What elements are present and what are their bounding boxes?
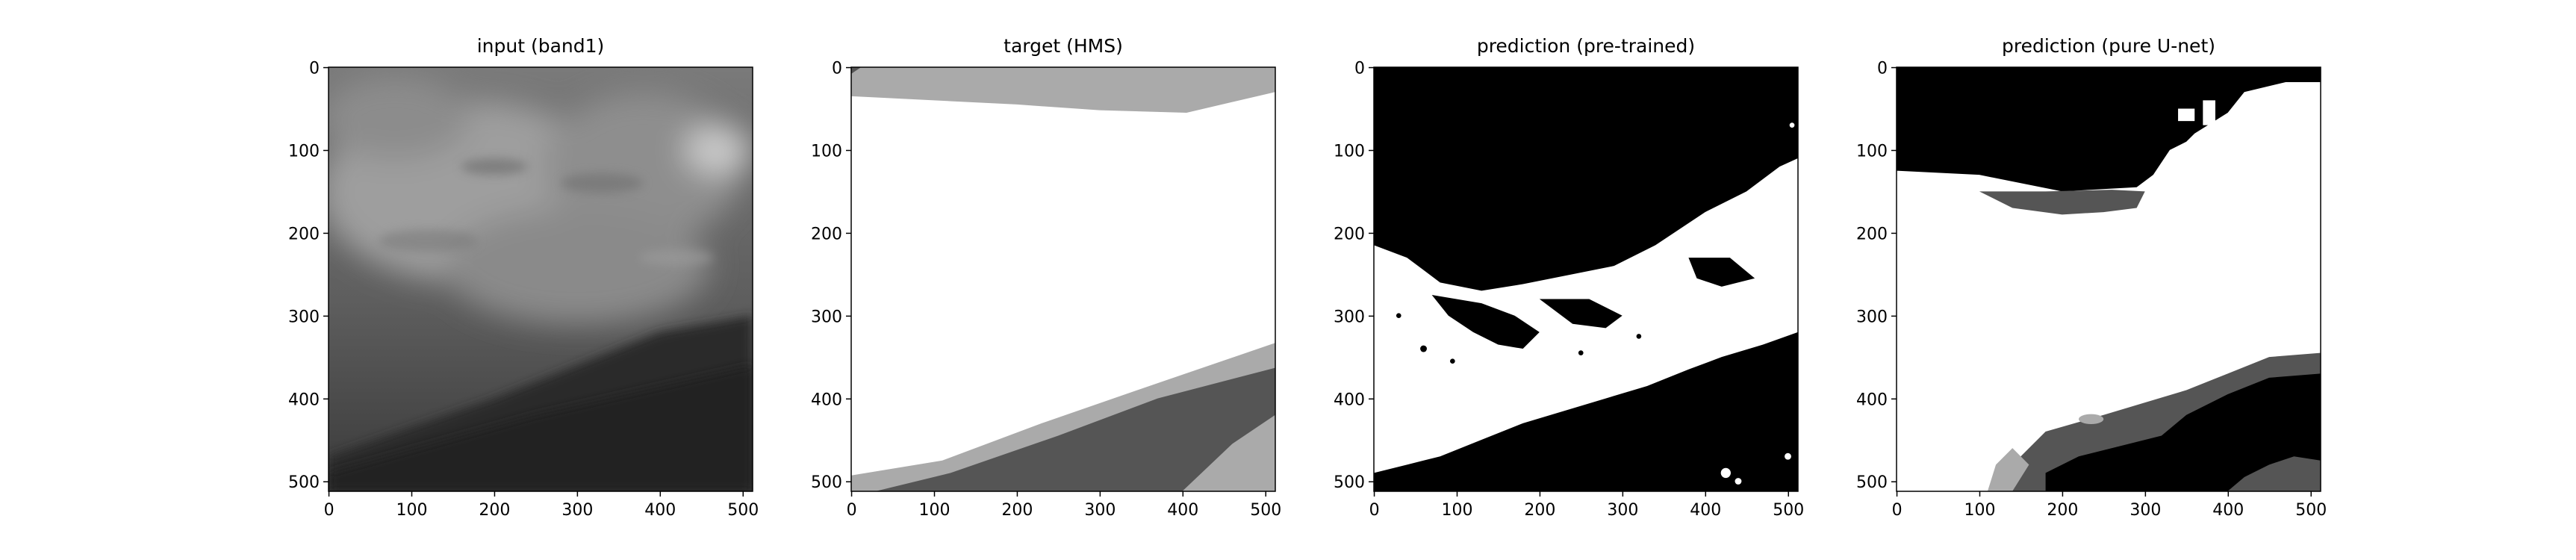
y-tick-label: 100	[1334, 142, 1365, 161]
y-axis: 0 100 200 300 400 500	[288, 60, 329, 492]
y-tick-label: 200	[1856, 225, 1888, 243]
x-tick-label: 200	[2047, 501, 2078, 520]
x-tick-label: 500	[1773, 501, 1804, 520]
y-axis: 0 100 200 300 400 500	[1334, 60, 1374, 492]
x-tick-label: 0	[324, 501, 335, 520]
y-tick-label: 0	[1354, 60, 1365, 78]
x-axis: 0 100 200 300 400 500	[324, 491, 759, 520]
x-tick-label: 200	[479, 501, 510, 520]
x-tick-label: 300	[1607, 501, 1638, 520]
x-tick-label: 100	[396, 501, 427, 520]
x-tick-label: 500	[1250, 501, 1281, 520]
lower-black-region	[2045, 373, 2321, 491]
x-tick-label: 200	[1524, 501, 1555, 520]
panel-target-hms: target (HMS) 0 100 200 300 400 500 0 100 200 300…	[811, 35, 1281, 520]
y-tick-label: 100	[288, 142, 320, 161]
panel-title: prediction (pre-trained)	[1477, 35, 1695, 57]
y-tick-label: 500	[1856, 473, 1888, 492]
y-tick-label: 200	[811, 225, 842, 243]
x-axis: 0 100 200 300 400 500	[1369, 491, 1804, 520]
y-tick-label: 0	[832, 60, 842, 78]
y-tick-label: 100	[1856, 142, 1888, 161]
lower-light-gray-region	[1987, 448, 2029, 491]
x-tick-label: 400	[644, 501, 676, 520]
x-tick-label: 300	[561, 501, 593, 520]
x-tick-label: 300	[2129, 501, 2161, 520]
y-tick-label: 200	[1334, 225, 1365, 243]
x-tick-label: 400	[1690, 501, 1721, 520]
y-axis: 0 100 200 300 400 500	[811, 60, 851, 492]
x-tick-label: 400	[2212, 501, 2244, 520]
x-tick-label: 200	[1001, 501, 1033, 520]
x-tick-label: 0	[1892, 501, 1903, 520]
y-tick-label: 300	[811, 308, 842, 326]
y-tick-label: 400	[1334, 391, 1365, 409]
plot-frame	[1896, 66, 2321, 492]
hms-mask-image	[851, 67, 1275, 491]
y-tick-label: 200	[288, 225, 320, 243]
x-tick-label: 300	[1084, 501, 1116, 520]
x-axis: 0 100 200 300 400 500	[1892, 491, 2327, 520]
y-tick-label: 500	[288, 473, 320, 492]
y-axis: 0 100 200 300 400 500	[1856, 60, 1897, 492]
y-tick-label: 0	[309, 60, 320, 78]
x-tick-label: 100	[1964, 501, 1995, 520]
panel-title: target (HMS)	[1004, 35, 1123, 57]
y-tick-label: 500	[811, 473, 842, 492]
smoke-region-light-top	[851, 67, 1275, 113]
upper-black-region	[1897, 67, 2321, 192]
plot-frame	[1373, 66, 1799, 492]
x-tick-label: 0	[1369, 501, 1380, 520]
y-tick-label: 300	[1856, 308, 1888, 326]
y-tick-label: 400	[1856, 391, 1888, 409]
x-tick-label: 500	[2295, 501, 2327, 520]
upper-gray-region	[1979, 190, 2145, 215]
unet-mask-image	[1897, 67, 2321, 491]
y-tick-label: 400	[288, 391, 320, 409]
x-tick-label: 100	[918, 501, 950, 520]
pretrained-mask-image	[1374, 67, 1798, 491]
satellite-image	[329, 67, 753, 491]
panel-prediction-unet: prediction (pure U-net) 0 100 200 300 400 500…	[1856, 35, 2327, 520]
y-tick-label: 300	[288, 308, 320, 326]
x-tick-label: 500	[727, 501, 759, 520]
panel-input-band1: input (band1) 0 100 200 300 400 500 0 100 200 30…	[288, 35, 759, 520]
y-tick-label: 300	[1334, 308, 1365, 326]
plot-frame	[850, 66, 1276, 492]
y-tick-label: 0	[1877, 60, 1888, 78]
y-tick-label: 500	[1334, 473, 1365, 492]
panel-title: input (band1)	[477, 35, 605, 57]
smoke-region-dark-bottom	[876, 367, 1275, 491]
x-tick-label: 400	[1167, 501, 1198, 520]
y-tick-label: 100	[811, 142, 842, 161]
x-tick-label: 100	[1441, 501, 1472, 520]
x-axis: 0 100 200 300 400 500	[847, 491, 1281, 520]
panel-prediction-pretrained: prediction (pre-trained) 0 100 200 300 400 50…	[1334, 35, 1804, 520]
x-tick-label: 0	[847, 501, 857, 520]
y-tick-label: 400	[811, 391, 842, 409]
plot-frame	[328, 66, 753, 492]
panel-title: prediction (pure U-net)	[2002, 35, 2215, 57]
